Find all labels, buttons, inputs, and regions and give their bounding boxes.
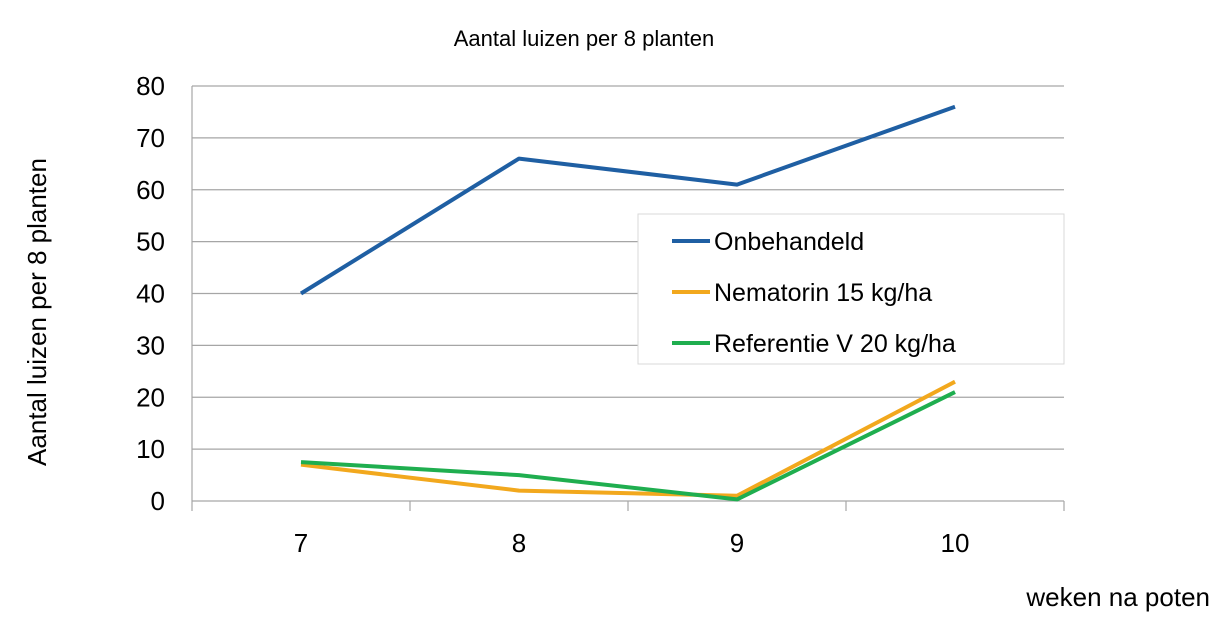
y-tick-label: 60 — [136, 175, 165, 205]
legend-label-3: Referentie V 20 kg/ha — [714, 330, 956, 358]
x-tick-label: 8 — [512, 528, 526, 558]
series-line-3 — [300, 390, 956, 502]
legend-label-1: Onbehandeld — [714, 228, 864, 256]
x-axis-title: weken na poten — [1025, 582, 1210, 612]
y-axis-title: Aantal luizen per 8 planten — [22, 158, 52, 466]
series-line-2 — [300, 379, 956, 498]
y-tick-label: 10 — [136, 434, 165, 464]
y-tick-label: 40 — [136, 279, 165, 309]
legend: Onbehandeld Nematorin 15 kg/ha Referentie … — [637, 213, 1065, 365]
y-tick-label: 30 — [136, 330, 165, 360]
grid-lines — [192, 85, 1064, 450]
chart-title: Aantal luizen per 8 planten — [454, 26, 715, 51]
y-tick-label: 50 — [136, 227, 165, 257]
x-tick-label: 7 — [294, 528, 308, 558]
y-axis: 0 10 20 30 40 50 60 70 80 — [136, 71, 193, 516]
legend-label-2: Nematorin 15 kg/ha — [714, 279, 932, 307]
x-axis: 7 8 9 10 — [191, 500, 1065, 558]
y-tick-label: 0 — [151, 486, 165, 516]
x-tick-label: 10 — [941, 528, 970, 558]
y-tick-label: 70 — [136, 123, 165, 153]
y-tick-label: 20 — [136, 382, 165, 412]
x-tick-label: 9 — [730, 528, 744, 558]
series-line-1 — [299, 104, 956, 296]
series-lines — [299, 104, 956, 502]
y-tick-label: 80 — [136, 71, 165, 101]
